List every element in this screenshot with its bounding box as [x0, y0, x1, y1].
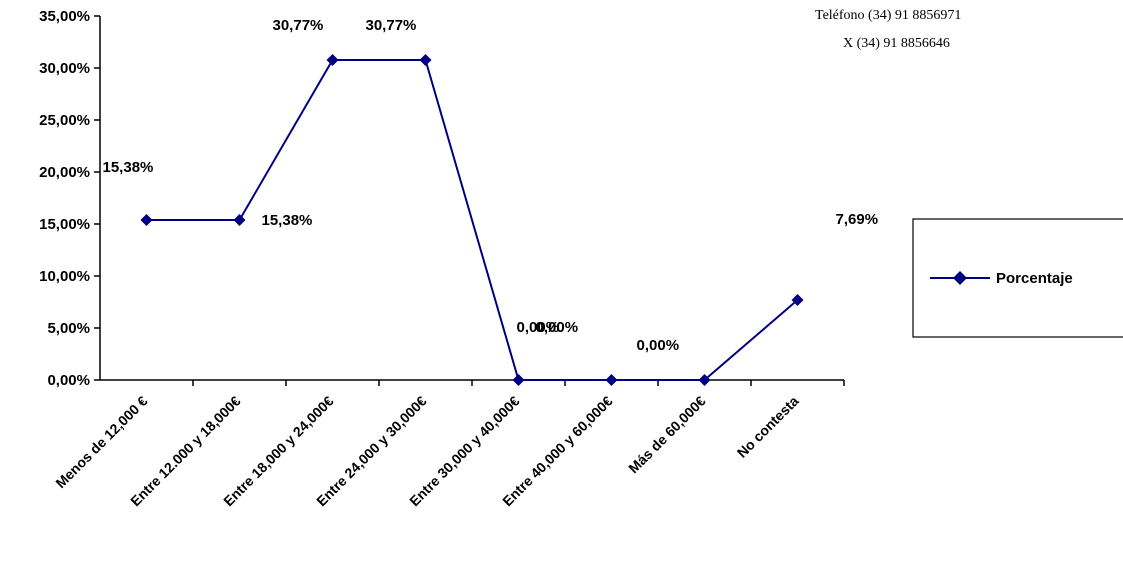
y-tick-label: 5,00% — [47, 320, 90, 337]
data-point-marker — [140, 214, 153, 227]
x-category-label: Entre 40,000 y 60,000€ — [499, 393, 616, 510]
data-label: 0,00% — [536, 319, 579, 336]
data-point-marker — [233, 214, 246, 227]
legend-diamond-marker — [953, 271, 967, 285]
x-category-label: Más de 60,000€ — [625, 393, 709, 477]
data-label: 30,77% — [366, 17, 417, 34]
x-category-label: No contesta — [734, 393, 802, 461]
data-label: 15,38% — [103, 159, 154, 176]
data-point-marker — [698, 374, 711, 386]
data-label: 30,77% — [273, 17, 324, 34]
data-label: 0,00% — [637, 337, 680, 354]
y-tick-label: 30,00% — [39, 60, 90, 77]
series-line-porcentaje — [146, 59, 799, 381]
x-category-label: Menos de 12,000 € — [52, 393, 150, 491]
data-point-marker — [605, 374, 618, 386]
legend: Porcentaje — [912, 218, 1123, 338]
y-tick-label: 20,00% — [39, 164, 90, 181]
fax-text: X (34) 91 8856646 — [843, 36, 950, 51]
data-point-marker — [791, 294, 804, 307]
data-label: 0,00% — [517, 319, 560, 336]
data-label: 7,69% — [836, 211, 879, 228]
y-tick-label: 10,00% — [39, 268, 90, 285]
y-tick-label: 35,00% — [39, 8, 90, 25]
data-point-marker — [326, 53, 339, 66]
data-point-marker — [512, 374, 525, 386]
y-tick-label: 15,00% — [39, 216, 90, 233]
y-tick-label: 25,00% — [39, 112, 90, 129]
phone-text: Teléfono (34) 91 8856971 — [815, 8, 961, 23]
legend-label: Porcentaje — [996, 270, 1073, 287]
y-tick-label: 0,00% — [47, 372, 90, 389]
data-label: 15,38% — [262, 212, 313, 229]
data-point-marker — [419, 53, 432, 66]
